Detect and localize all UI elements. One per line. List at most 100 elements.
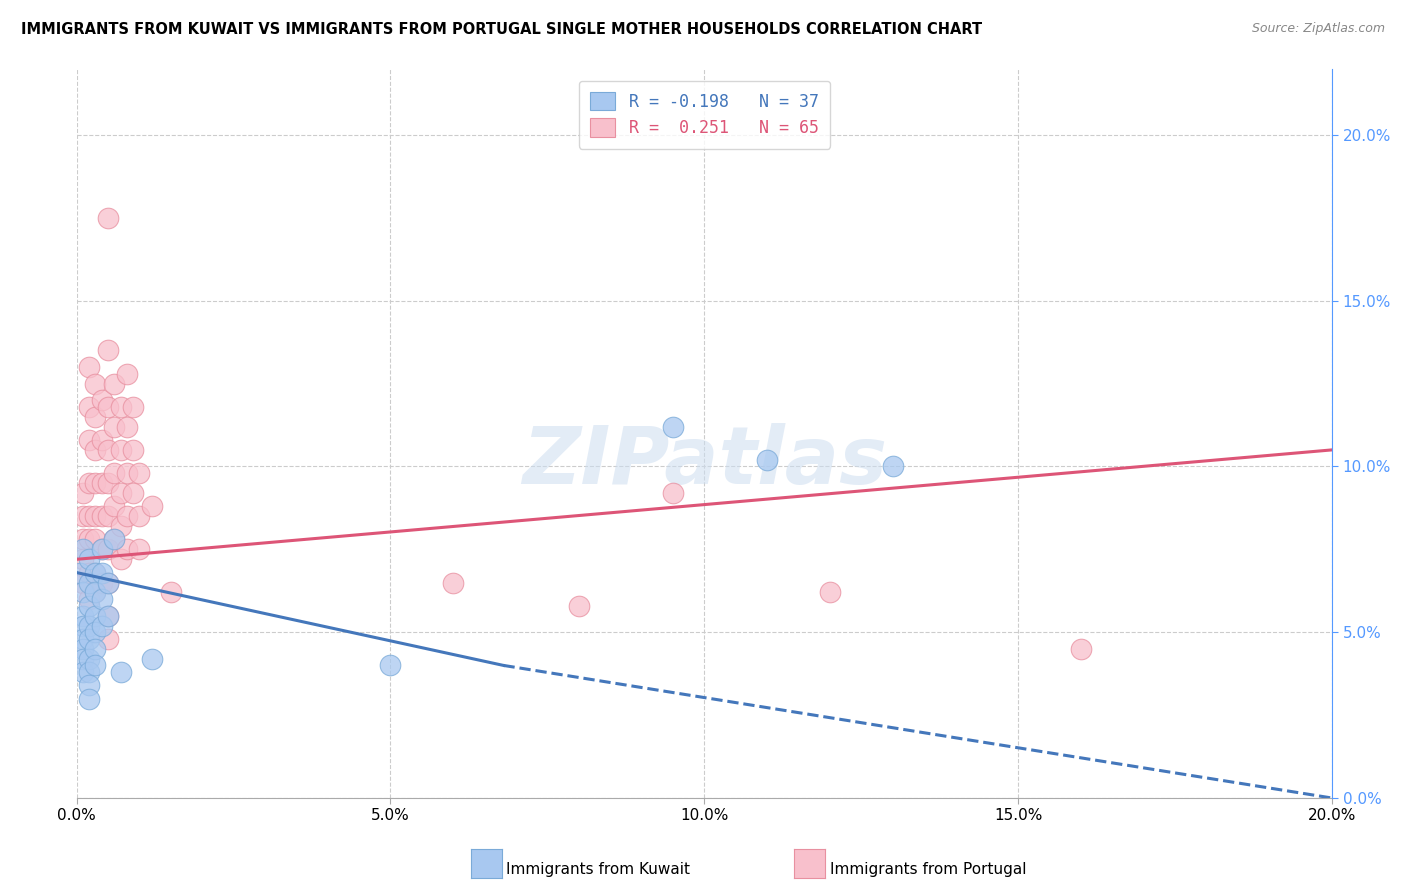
Point (84, 585, 107, 599)
Point (97, 608, 120, 623)
Point (662, 419, 685, 434)
Point (77, 552, 100, 566)
Point (103, 533, 125, 547)
Point (115, 419, 138, 434)
Point (97, 400, 120, 414)
Point (110, 486, 132, 500)
Point (72, 509, 94, 524)
Point (122, 486, 145, 500)
Point (72, 632, 94, 646)
Point (103, 376, 125, 391)
Point (84, 585, 107, 599)
Point (141, 500, 163, 514)
Point (122, 442, 145, 457)
Point (97, 476, 120, 491)
Point (72, 575, 94, 590)
Point (77, 359, 100, 374)
Point (77, 632, 100, 646)
Point (97, 542, 120, 557)
Point (77, 509, 100, 524)
Point (128, 542, 150, 557)
Point (72, 542, 94, 557)
Point (159, 585, 181, 599)
Point (72, 608, 94, 623)
Point (72, 585, 94, 599)
Point (77, 691, 100, 706)
Point (1070, 641, 1092, 656)
Point (97, 608, 120, 623)
Point (110, 665, 132, 679)
Point (97, 575, 120, 590)
Point (77, 665, 100, 679)
Point (77, 652, 100, 666)
Point (90, 575, 112, 590)
Point (84, 533, 107, 547)
Text: IMMIGRANTS FROM KUWAIT VS IMMIGRANTS FROM PORTUGAL SINGLE MOTHER HOUSEHOLDS CORR: IMMIGRANTS FROM KUWAIT VS IMMIGRANTS FRO… (21, 22, 983, 37)
Point (128, 466, 150, 480)
Point (90, 618, 112, 632)
Point (90, 509, 112, 524)
Point (77, 592, 100, 607)
Point (77, 599, 100, 613)
Point (103, 500, 125, 514)
Point (97, 343, 120, 358)
Point (72, 652, 94, 666)
Point (84, 442, 107, 457)
Point (90, 592, 112, 607)
Point (84, 658, 107, 673)
Point (90, 566, 112, 580)
Point (90, 542, 112, 557)
Point (72, 533, 94, 547)
Point (882, 459, 904, 474)
Point (72, 641, 94, 656)
Point (128, 509, 150, 524)
Point (97, 509, 120, 524)
Point (84, 376, 107, 391)
Point (77, 678, 100, 692)
Point (103, 419, 125, 434)
Point (441, 575, 464, 590)
Point (72, 486, 94, 500)
Point (110, 519, 132, 533)
Point (84, 409, 107, 424)
Point (84, 509, 107, 524)
Point (90, 433, 112, 447)
Text: ZIPatlas: ZIPatlas (522, 424, 887, 501)
Point (72, 618, 94, 632)
Point (72, 552, 94, 566)
Point (818, 585, 841, 599)
Legend: R = -0.198   N = 37, R =  0.251   N = 65: R = -0.198 N = 37, R = 0.251 N = 65 (578, 80, 830, 149)
Point (72, 665, 94, 679)
Point (141, 652, 163, 666)
Point (568, 599, 591, 613)
Point (77, 575, 100, 590)
Point (103, 466, 125, 480)
Y-axis label: Single Mother Households: Single Mother Households (0, 334, 7, 533)
Point (115, 466, 138, 480)
Point (97, 575, 120, 590)
Point (77, 618, 100, 632)
Point (662, 486, 685, 500)
Point (110, 442, 132, 457)
Point (103, 533, 125, 547)
Text: Immigrants from Kuwait: Immigrants from Kuwait (506, 863, 690, 877)
Point (77, 566, 100, 580)
Point (115, 509, 138, 524)
Point (84, 625, 107, 640)
Point (115, 542, 138, 557)
Text: Source: ZipAtlas.com: Source: ZipAtlas.com (1251, 22, 1385, 36)
Point (84, 476, 107, 491)
Point (84, 566, 107, 580)
Point (77, 433, 100, 447)
Point (77, 533, 100, 547)
Point (380, 658, 402, 673)
Point (115, 367, 138, 381)
Point (90, 393, 112, 408)
Point (84, 566, 107, 580)
Point (90, 542, 112, 557)
Point (756, 452, 779, 467)
Point (97, 442, 120, 457)
Point (122, 400, 145, 414)
Point (84, 641, 107, 656)
Point (77, 476, 100, 491)
